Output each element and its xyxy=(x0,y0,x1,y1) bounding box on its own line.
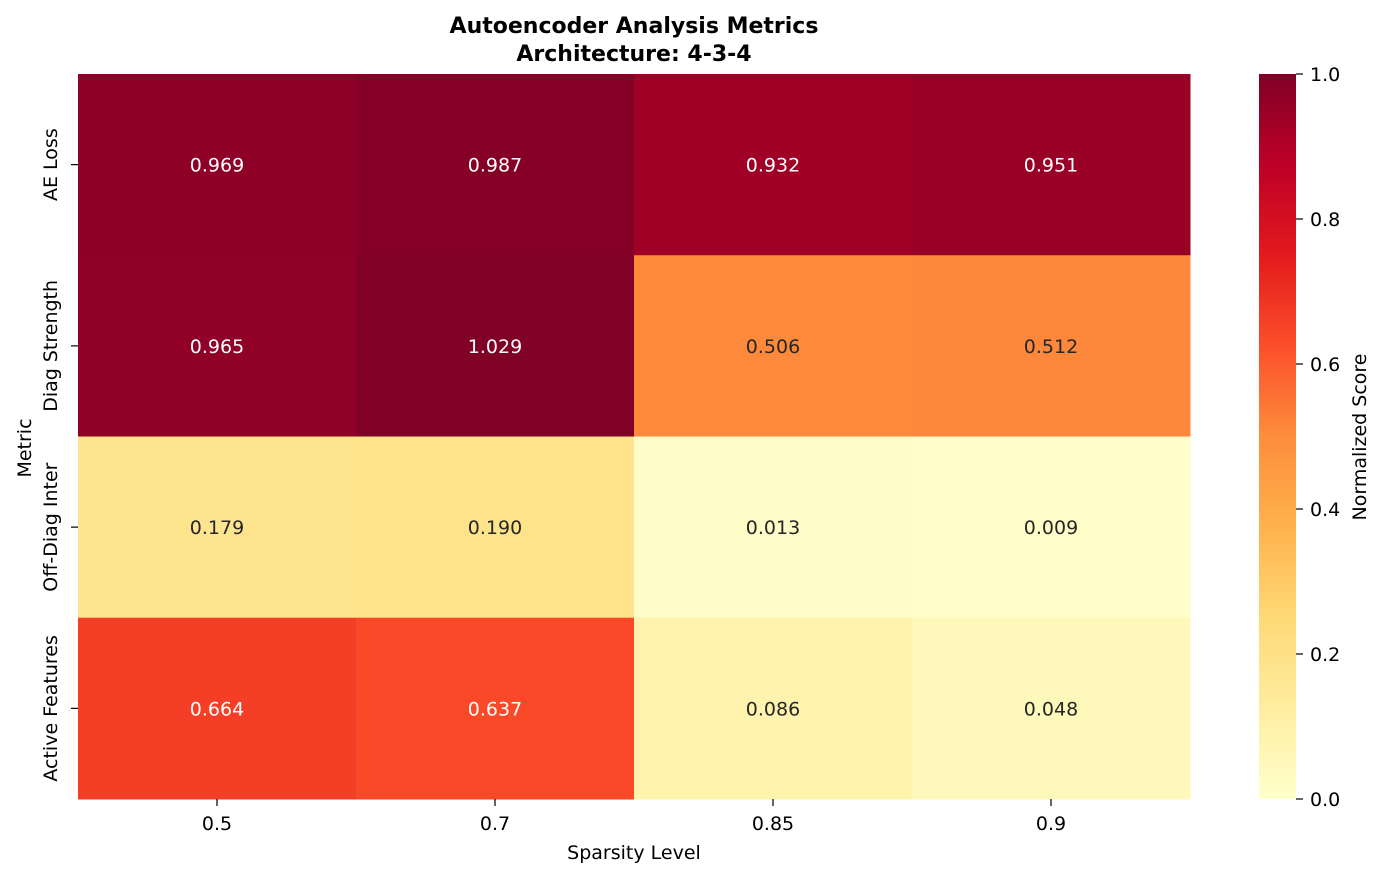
y-tick-label: AE Loss xyxy=(40,128,62,201)
heatmap-cell xyxy=(634,74,913,256)
heatmap-cell xyxy=(356,617,635,800)
heatmap-cell xyxy=(634,255,913,437)
colorbar-ticks: 0.0 0.2 0.4 0.6 0.8 1.0 xyxy=(1296,64,1340,811)
x-axis-ticks: 0.5 0.7 0.85 0.9 xyxy=(202,799,1066,835)
chart-title-line1: Autoencoder Analysis Metrics xyxy=(450,14,819,39)
y-tick-label: Active Features xyxy=(40,635,62,782)
heatmap-cell xyxy=(912,436,1191,619)
y-tick-label: Off-Diag Inter xyxy=(40,462,62,591)
cell-value-label: 0.086 xyxy=(746,698,800,720)
cell-value-label: 0.965 xyxy=(190,336,244,358)
y-tick-label: Diag Strength xyxy=(40,280,62,412)
heatmap-cells xyxy=(78,74,1191,800)
y-axis-label: Metric xyxy=(14,418,36,477)
cell-value-label: 0.987 xyxy=(468,155,522,177)
cell-value-label: 0.013 xyxy=(746,517,800,539)
cell-value-label: 0.009 xyxy=(1024,517,1078,539)
cell-value-label: 0.179 xyxy=(190,517,244,539)
heatmap-cell xyxy=(356,436,635,619)
x-tick-label: 0.85 xyxy=(752,813,794,835)
colorbar-tick-label: 0.2 xyxy=(1310,644,1340,666)
cell-value-label: 0.637 xyxy=(468,698,522,720)
heatmap-cell xyxy=(634,617,913,800)
y-axis-ticks: AE Loss Diag Strength Off-Diag Inter Active… xyxy=(40,128,78,782)
heatmap-cell xyxy=(78,617,357,800)
x-tick-label: 0.9 xyxy=(1036,813,1066,835)
chart-title-line2: Architecture: 4-3-4 xyxy=(516,42,751,67)
colorbar-tick-label: 1.0 xyxy=(1310,64,1340,86)
heatmap-cell xyxy=(78,436,357,619)
cell-value-label: 0.969 xyxy=(190,155,244,177)
cell-value-label: 0.506 xyxy=(746,336,800,358)
cell-value-label: 0.664 xyxy=(190,698,244,720)
x-tick-label: 0.5 xyxy=(202,813,232,835)
heatmap-cell xyxy=(78,255,357,437)
heatmap-cell xyxy=(356,74,635,256)
cell-value-label: 0.190 xyxy=(468,517,522,539)
colorbar-tick-label: 0.4 xyxy=(1310,499,1340,521)
x-axis-label: Sparsity Level xyxy=(567,842,701,864)
heatmap-cell xyxy=(912,617,1191,800)
colorbar-tick-label: 0.6 xyxy=(1310,354,1340,376)
heatmap-cell xyxy=(634,436,913,619)
colorbar-tick-label: 0.0 xyxy=(1310,789,1340,811)
heatmap-cell-labels: 0.969 0.987 0.932 0.951 0.965 1.029 0.506 0.512… xyxy=(190,155,1078,721)
x-tick-label: 0.7 xyxy=(480,813,510,835)
heatmap-cell xyxy=(356,255,635,437)
heatmap-cell xyxy=(78,74,357,256)
colorbar-label: Normalized Score xyxy=(1349,353,1371,520)
colorbar xyxy=(1259,74,1296,799)
cell-value-label: 0.932 xyxy=(746,155,800,177)
cell-value-label: 1.029 xyxy=(468,336,522,358)
heatmap-cell xyxy=(912,74,1191,256)
colorbar-tick-label: 0.8 xyxy=(1310,209,1340,231)
heatmap-cell xyxy=(912,255,1191,437)
cell-value-label: 0.951 xyxy=(1024,155,1078,177)
cell-value-label: 0.048 xyxy=(1024,698,1078,720)
cell-value-label: 0.512 xyxy=(1024,336,1078,358)
